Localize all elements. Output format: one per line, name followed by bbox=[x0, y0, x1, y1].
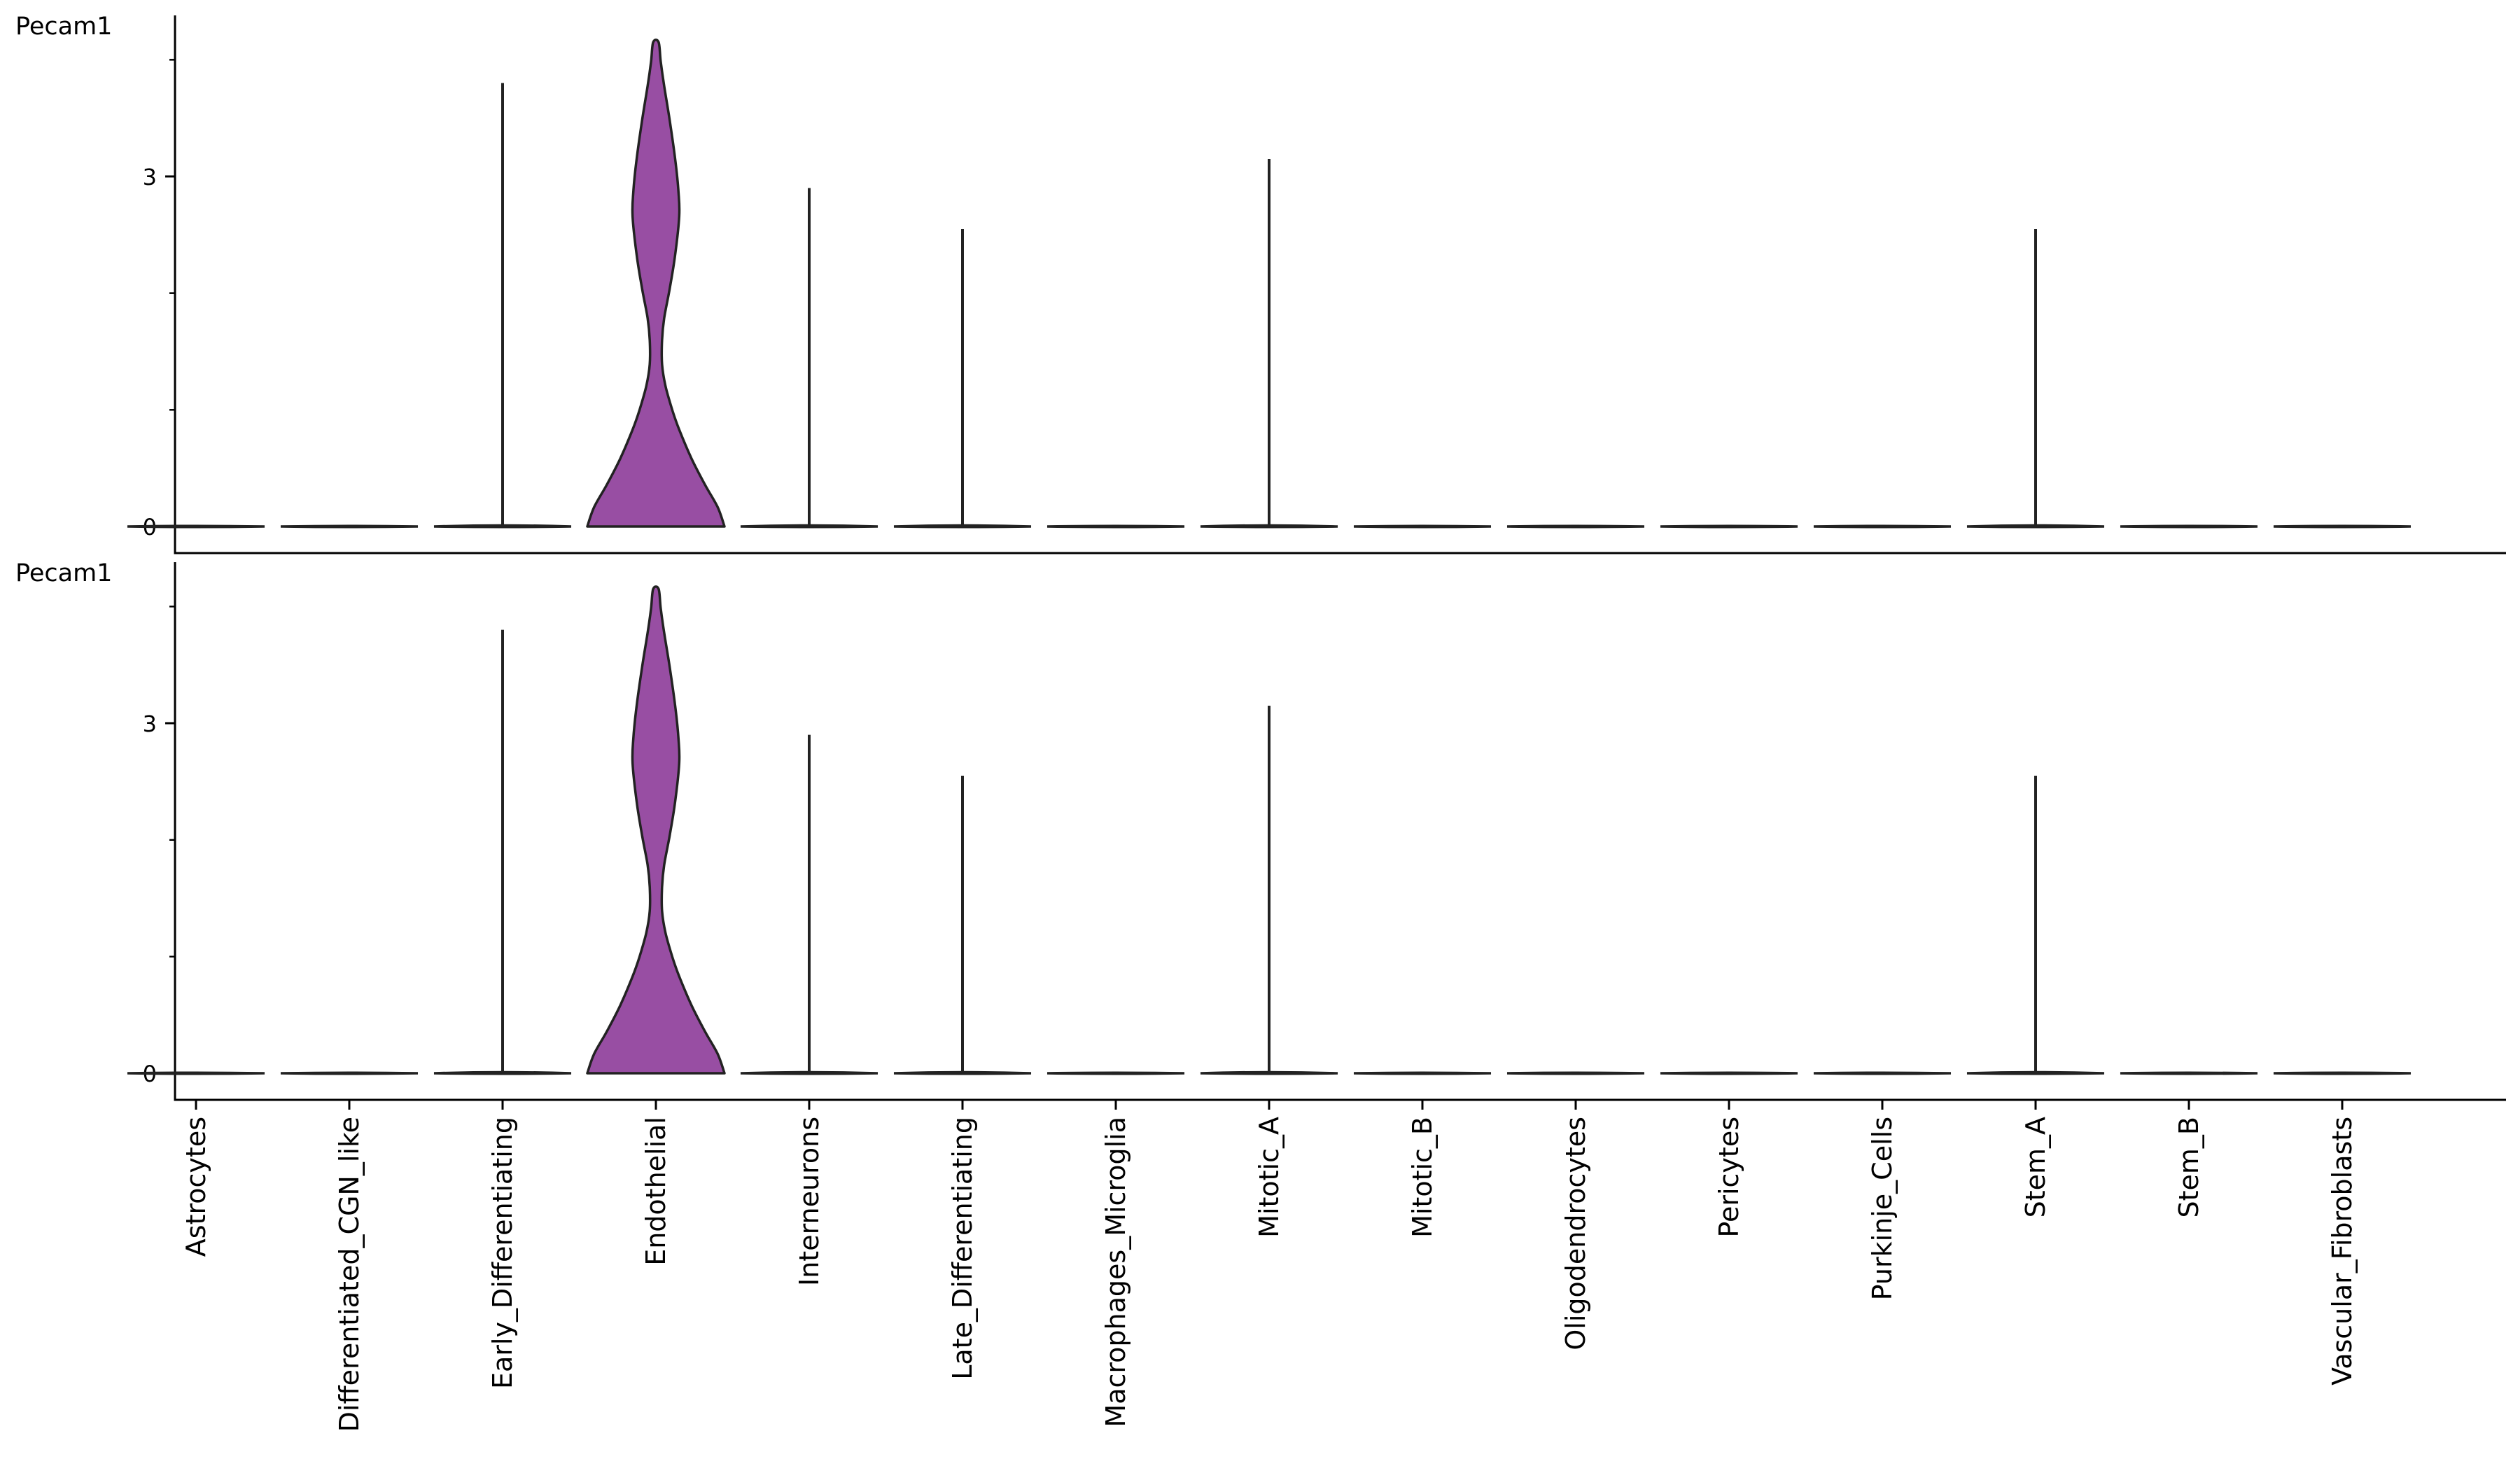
x-tick-label: Differentiated_CGN_like bbox=[334, 1117, 365, 1432]
violin-baseline bbox=[1660, 524, 1798, 529]
x-tick-label: Astrocytes bbox=[181, 1117, 211, 1257]
violin-baseline bbox=[1660, 1071, 1798, 1075]
violin-early-differentiating bbox=[433, 629, 572, 1075]
violin-baseline bbox=[1353, 1071, 1492, 1075]
violin-macrophages-microglia bbox=[1046, 1071, 1185, 1075]
violin-purkinje-cells bbox=[1813, 1071, 1952, 1075]
violin-oligodendrocytes bbox=[1506, 524, 1645, 529]
violin-endothelial bbox=[586, 39, 726, 528]
violin-purkinje-cells bbox=[1813, 524, 1952, 529]
violin-baseline bbox=[1813, 524, 1952, 529]
violin-baseline bbox=[127, 524, 265, 529]
panel-top: 03Pecam1 bbox=[15, 13, 2506, 554]
violin-stem-a bbox=[1966, 229, 2105, 529]
x-tick-label: Interneurons bbox=[794, 1117, 825, 1286]
violin-baseline bbox=[1506, 524, 1645, 529]
violin-early-differentiating bbox=[433, 83, 572, 529]
x-tick-label: Mitotic_B bbox=[1407, 1117, 1438, 1238]
x-tick-label: Macrophages_Microglia bbox=[1100, 1117, 1131, 1427]
y-axis-label: Pecam1 bbox=[15, 559, 112, 587]
violin-baseline bbox=[2120, 524, 2258, 529]
violin-interneurons bbox=[740, 734, 878, 1075]
violin-mitotic-a bbox=[1200, 706, 1338, 1075]
violin-baseline bbox=[127, 1071, 265, 1075]
x-tick-label: Late_Differentiating bbox=[947, 1117, 978, 1380]
violin-baseline bbox=[2120, 1071, 2258, 1075]
violin-baseline bbox=[1506, 1071, 1645, 1075]
violin-stem-b bbox=[2120, 524, 2258, 529]
violin-pericytes bbox=[1660, 524, 1798, 529]
x-tick-label: Early_Differentiating bbox=[487, 1117, 518, 1389]
violin-stem-b bbox=[2120, 1071, 2258, 1075]
violin-baseline bbox=[1353, 524, 1492, 529]
violin-differentiated-cgn-like bbox=[280, 524, 419, 529]
x-tick-label: Mitotic_A bbox=[1254, 1117, 1284, 1238]
x-tick-label: Stem_B bbox=[2174, 1117, 2204, 1218]
violin-late-differentiating bbox=[893, 229, 1032, 529]
violin-vascular-fibroblasts bbox=[2273, 524, 2412, 529]
violin-mitotic-b bbox=[1353, 1071, 1492, 1075]
violin-differentiated-cgn-like bbox=[280, 1071, 419, 1075]
violin-endothelial bbox=[586, 585, 726, 1075]
violin-stem-a bbox=[1966, 776, 2105, 1075]
x-axis-tick-labels: Astrocytes Differentiated_CGN_like Early_D… bbox=[181, 1100, 2358, 1432]
violin-baseline bbox=[1813, 1071, 1952, 1075]
violin-astrocytes bbox=[127, 524, 265, 529]
x-tick-label: Purkinje_Cells bbox=[1867, 1117, 1898, 1300]
violin-body bbox=[586, 585, 726, 1075]
x-tick-label: Oligodendrocytes bbox=[1560, 1117, 1591, 1350]
violin-astrocytes bbox=[127, 1071, 265, 1075]
x-tick-label: Stem_A bbox=[2020, 1117, 2051, 1217]
violin-vascular-fibroblasts bbox=[2273, 1071, 2412, 1075]
y-tick-label: 3 bbox=[143, 711, 157, 737]
violin-baseline bbox=[280, 524, 419, 529]
violin-baseline bbox=[1046, 1071, 1185, 1075]
violin-interneurons bbox=[740, 188, 878, 529]
violin-oligodendrocytes bbox=[1506, 1071, 1645, 1075]
violin-mitotic-a bbox=[1200, 159, 1338, 529]
violin-baseline bbox=[1046, 524, 1185, 529]
violin-baseline bbox=[280, 1071, 419, 1075]
violin-macrophages-microglia bbox=[1046, 524, 1185, 529]
y-tick-label: 3 bbox=[143, 164, 157, 190]
violin-mitotic-b bbox=[1353, 524, 1492, 529]
violin-baseline bbox=[2273, 524, 2412, 529]
y-axis-label: Pecam1 bbox=[15, 13, 112, 41]
x-tick-label: Vascular_Fibroblasts bbox=[2327, 1117, 2358, 1385]
x-tick-label: Pericytes bbox=[1714, 1117, 1744, 1238]
violin-baseline bbox=[2273, 1071, 2412, 1075]
violin-body bbox=[586, 39, 726, 528]
violin-late-differentiating bbox=[893, 776, 1032, 1075]
panel-bottom: 03Pecam1 bbox=[15, 559, 2506, 1101]
violin-pericytes bbox=[1660, 1071, 1798, 1075]
x-tick-label: Endothelial bbox=[640, 1117, 671, 1266]
